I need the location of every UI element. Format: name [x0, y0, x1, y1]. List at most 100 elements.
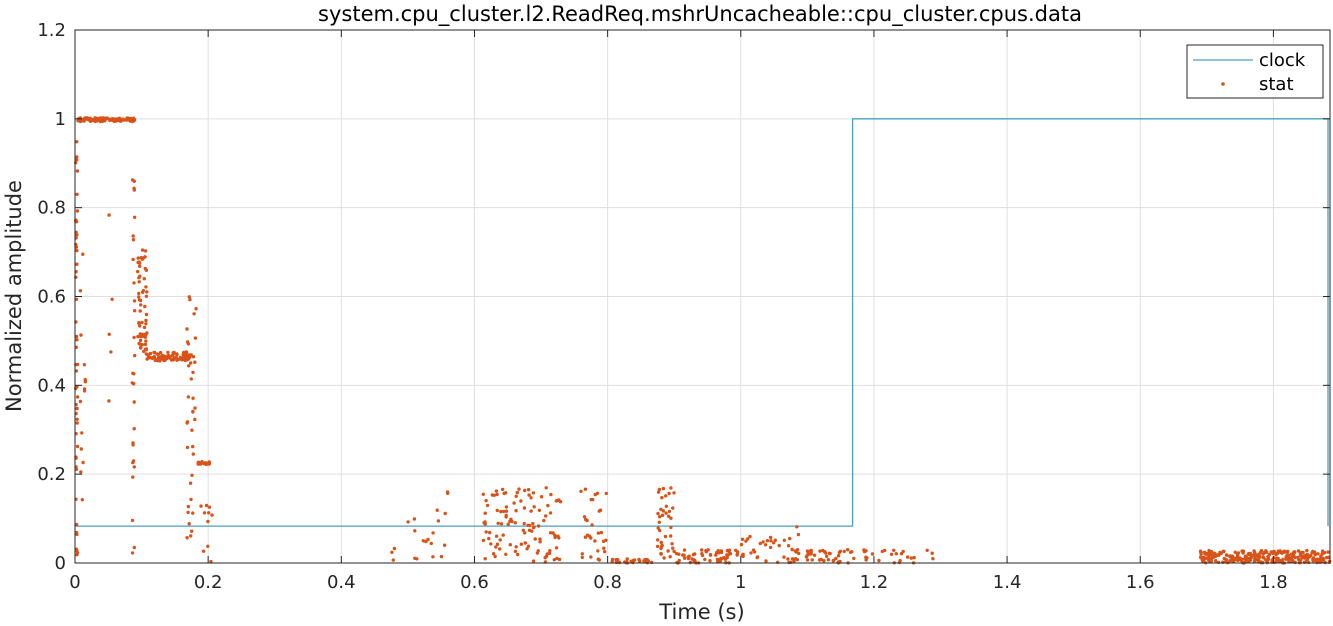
data-point	[487, 536, 491, 541]
data-point	[734, 548, 738, 552]
data-point	[525, 547, 529, 551]
data-point	[848, 550, 853, 554]
data-point	[797, 551, 801, 556]
data-point	[158, 356, 162, 360]
data-point	[144, 285, 148, 289]
data-point	[506, 522, 510, 526]
data-point	[590, 523, 594, 527]
data-point	[163, 358, 167, 362]
data-point	[158, 350, 163, 355]
data-point	[496, 521, 500, 525]
data-point	[138, 298, 143, 303]
data-point	[587, 534, 592, 538]
data-point	[739, 542, 744, 547]
data-point	[723, 557, 728, 561]
data-point	[1281, 557, 1285, 562]
data-point	[508, 543, 512, 547]
data-point	[75, 169, 80, 173]
data-point	[894, 552, 898, 556]
data-point	[508, 519, 512, 523]
data-point	[589, 555, 593, 559]
data-point	[75, 338, 79, 342]
data-point	[672, 549, 676, 554]
data-point	[82, 363, 87, 367]
data-point	[656, 538, 660, 542]
data-point	[131, 238, 136, 242]
data-point	[664, 511, 668, 515]
data-point	[84, 117, 88, 121]
data-point	[413, 556, 417, 560]
data-point	[656, 511, 660, 516]
data-point	[1278, 559, 1282, 564]
data-point	[691, 552, 696, 557]
data-point	[786, 557, 790, 561]
data-point	[892, 548, 896, 552]
x-tick-label: 0.8	[593, 572, 622, 593]
data-point	[132, 188, 136, 192]
data-point	[659, 546, 663, 551]
data-point	[131, 460, 135, 465]
data-point	[210, 513, 214, 517]
data-point	[596, 549, 600, 553]
data-point	[498, 538, 502, 542]
data-point	[786, 544, 791, 548]
data-point	[655, 544, 660, 549]
data-point	[1305, 548, 1309, 553]
data-point	[75, 406, 79, 411]
data-point	[658, 515, 662, 519]
data-point	[74, 297, 79, 301]
data-point	[107, 399, 111, 403]
data-point	[132, 372, 136, 376]
data-point	[191, 452, 195, 456]
data-point	[669, 516, 673, 520]
data-point	[553, 533, 557, 537]
data-point	[1274, 556, 1279, 561]
data-point	[1296, 549, 1301, 553]
data-point	[91, 118, 95, 123]
data-point	[110, 297, 114, 301]
data-point	[682, 548, 687, 552]
data-point	[546, 503, 550, 508]
data-point	[104, 117, 109, 121]
data-point	[499, 509, 503, 514]
data-point	[769, 539, 773, 543]
data-point	[185, 536, 189, 540]
ticks: 0 0.2 0.4 0.6 0.8 1 1.2 1.4 1.6 1.8 0 0.2 0.4 0.6 0.8 1…	[37, 20, 1330, 593]
data-point	[190, 529, 194, 533]
data-point	[837, 550, 842, 555]
data-point	[746, 537, 750, 541]
data-point	[877, 558, 881, 563]
data-point	[1307, 554, 1312, 559]
data-point	[75, 395, 80, 399]
data-point	[823, 551, 828, 555]
data-point	[596, 557, 600, 561]
data-point	[1313, 550, 1317, 554]
data-point	[429, 541, 433, 546]
data-point	[79, 447, 84, 451]
data-point	[202, 511, 207, 515]
data-point	[74, 334, 79, 339]
data-point	[593, 539, 597, 543]
data-point	[580, 555, 584, 560]
data-point	[1252, 549, 1256, 553]
data-point	[557, 498, 561, 502]
data-point	[209, 559, 213, 564]
data-point	[1289, 556, 1293, 561]
data-point	[527, 523, 532, 528]
data-point	[489, 542, 493, 546]
data-point	[500, 487, 505, 492]
legend-stat-swatch	[1221, 82, 1225, 86]
data-point	[768, 535, 773, 540]
data-point	[537, 508, 542, 512]
data-point	[138, 264, 142, 268]
data-point	[810, 558, 814, 562]
data-point	[75, 444, 80, 449]
data-point	[536, 549, 540, 553]
data-point	[671, 546, 675, 550]
data-point	[828, 551, 832, 556]
data-point	[555, 556, 559, 561]
data-point	[514, 509, 518, 513]
data-point	[132, 465, 136, 469]
data-point	[519, 542, 524, 546]
data-point	[137, 295, 141, 299]
